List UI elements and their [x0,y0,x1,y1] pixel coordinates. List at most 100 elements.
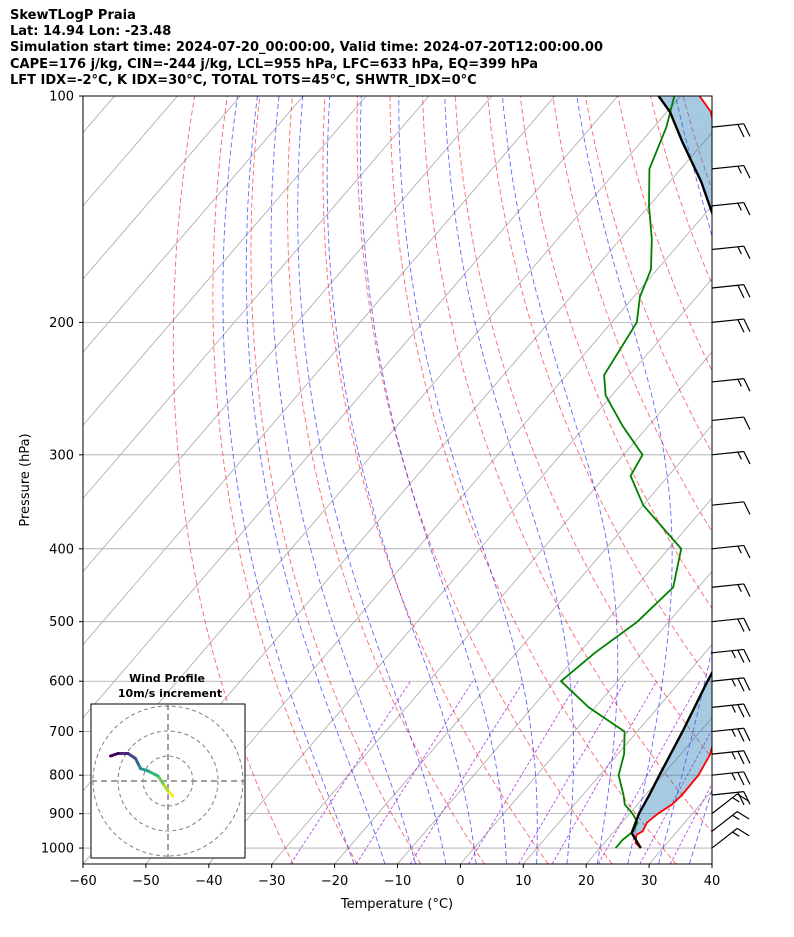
moist-adiabat-line [444,96,575,864]
wind-barb-staff [711,544,744,550]
cape-area [767,491,770,496]
wind-barb [711,617,751,632]
wind-barb-staff [711,727,744,733]
cin-area [646,798,678,801]
wind-barb-flag [743,583,751,597]
mixing-ratio-line [551,680,658,864]
cape-area [766,496,769,501]
wind-barb [711,727,751,742]
wind-barb-flag [743,649,751,663]
parameters-line-2: LFT IDX=-2°C, K IDX=30°C, TOTAL TOTS=45°… [10,72,477,88]
y-axis-label: Pressure (hPa) [18,433,33,526]
cin-area [687,719,712,723]
cape-area [768,420,771,426]
cape-area [753,584,755,588]
cin-area [683,726,712,730]
parameters-line-1: CAPE=176 j/kg, CIN=-244 j/kg, LCL=955 hP… [10,56,538,72]
mixing-ratio-line [410,680,524,864]
cin-area [752,338,758,346]
wind-barb-flag [731,678,736,687]
cin-area [680,733,712,737]
wind-barb-flag [743,318,751,332]
cape-area [765,541,766,545]
wind-barb-flag [743,416,751,430]
x-tick-label: −50 [132,874,159,889]
wind-barb-flag [731,705,736,713]
mixing-ratio-line [290,680,411,864]
cin-area [695,168,712,182]
cin-area [670,111,712,128]
cin-area [706,681,712,684]
cin-area [747,602,750,605]
hodograph-ring [117,730,219,832]
cin-area [744,314,753,322]
cin-area [688,717,712,720]
hodograph-segment [146,769,160,778]
wind-barb [711,378,751,392]
wind-barb [711,501,751,515]
cin-area [717,662,737,665]
wind-barb [711,245,751,260]
moist-adiabat-line [658,96,712,864]
temperature-line [634,96,712,849]
wind-barb-flag [732,814,740,821]
y-tick-label: 500 [49,615,74,630]
cin-area [641,808,667,810]
cin-area [735,628,743,631]
wind-barb-flag [737,378,742,387]
cin-area [744,608,748,611]
moist-adiabat-line [359,96,507,864]
dry-adiabat-line [454,96,712,759]
cape-area [764,382,767,389]
wind-barb-flag [737,285,745,299]
isotherm-line [585,717,712,864]
wind-barb-staff [711,416,744,422]
cin-area [666,760,707,763]
cin-area [667,758,708,761]
cape-area [770,466,772,471]
cape-area [761,368,763,375]
isotherm-line [83,96,556,646]
mixing-ratio-line [468,680,579,864]
wind-barb-staff [711,771,744,776]
cin-area [748,598,750,602]
dry-adiabat-line [519,96,712,610]
isotherm-line [648,790,712,864]
dry-adiabat-line [748,96,794,864]
cin-area [698,697,712,700]
cin-area [670,751,711,755]
dry-adiabat-line [172,96,294,864]
cape-area [765,545,766,549]
hodograph-title: Wind Profile [129,672,205,685]
cin-area [642,806,670,809]
cape-area [758,569,760,573]
y-tick-label: 1000 [41,842,74,857]
cape-area [767,408,770,414]
wind-barb [711,450,751,465]
wind-barb-flag [737,678,745,692]
cin-area [633,854,636,857]
cin-area [690,712,712,715]
isotherm-line [83,96,367,426]
x-tick-label: −60 [69,874,96,889]
isotherm-line [271,351,712,864]
wind-barb [711,771,751,786]
wind-barb-staff [711,811,738,832]
wind-barb-flag [731,751,736,760]
cin-area [651,789,687,792]
cape-area [765,389,769,396]
dry-adiabat-line [389,96,677,864]
y-tick-label: 100 [49,90,74,105]
wind-barb-staff [711,245,744,251]
mixing-ratio-line [518,680,626,864]
x-tick-label: 0 [456,874,464,889]
cin-area [653,785,691,788]
cin-area [682,141,712,156]
wind-barb-staff [711,677,744,682]
wind-barb-staff [711,164,744,170]
wind-barb-flag [736,811,750,820]
cin-area [672,747,712,750]
wind-barb-flag [743,123,751,137]
wind-barb-staff [711,201,744,207]
wind-barb-flag [743,677,751,691]
